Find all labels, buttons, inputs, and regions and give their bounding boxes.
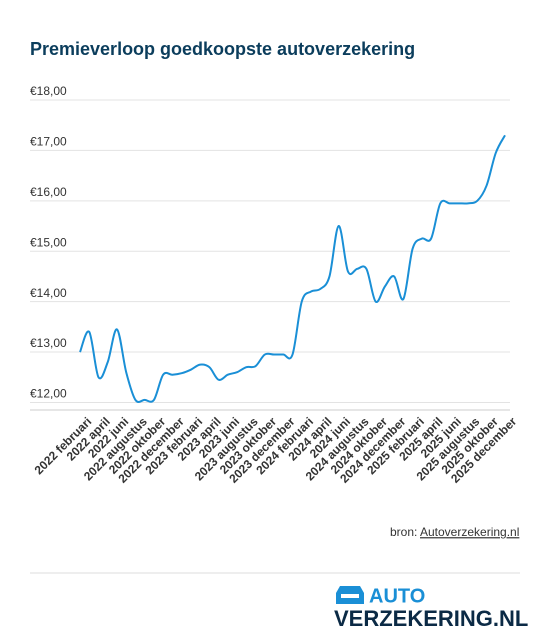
chart-title: Premieverloop goedkoopste autoverzekerin… [30,39,415,59]
y-tick-label: €15,00 [30,235,67,249]
y-tick-label: €13,00 [30,336,67,350]
logo-line2: VERZEKERING.NL [334,606,528,631]
line [79,134,506,403]
y-tick-label: €16,00 [30,185,67,199]
y-tick-label: €17,00 [30,135,67,149]
y-tick-label: €12,00 [30,387,67,401]
logo-icon [336,586,364,604]
source-prefix: bron: [390,525,417,539]
logo-line1: AUTO [369,585,425,607]
y-tick-label: €14,00 [30,286,67,300]
y-tick-label: €18,00 [30,84,67,98]
source-link[interactable]: Autoverzekering.nl [420,525,519,539]
